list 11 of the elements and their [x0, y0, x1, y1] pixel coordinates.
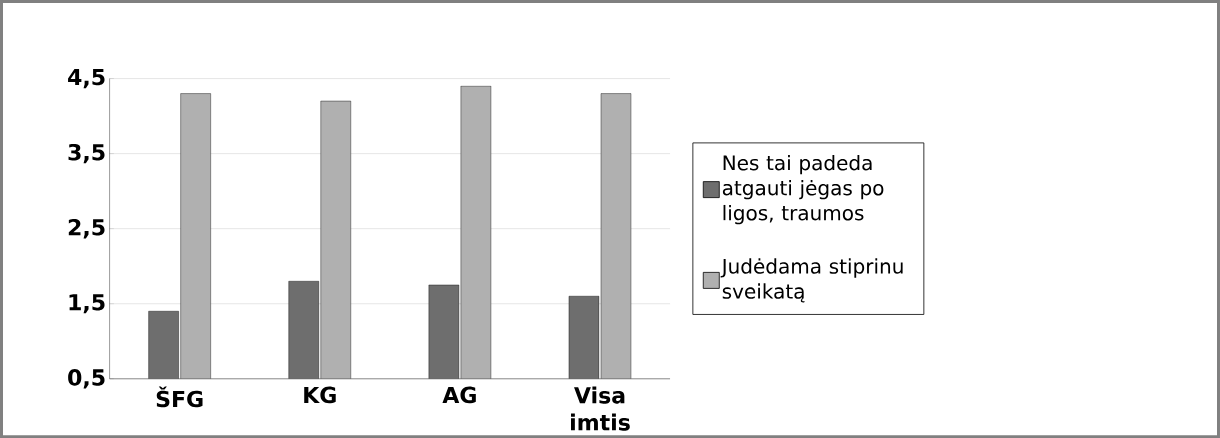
y-tick-label: 3,5 [68, 143, 105, 164]
y-tick-label: 1,5 [69, 293, 105, 314]
y-tick-label: 2,5 [68, 218, 105, 239]
x-tick-label: Visa imtis [571, 386, 630, 431]
y-tick-label: 4,5 [68, 68, 105, 88]
x-tick-label: ŠFG [156, 386, 203, 408]
x-tick-label: AG [442, 386, 476, 404]
legend-label: Judėdama stiprinu sveikatą [720, 258, 903, 303]
x-tick-label: KG [304, 386, 336, 404]
legend-label: Nes tai padeda atgauti jėgas po ligos, traumos [722, 154, 884, 225]
y-tick-label: 0,5 [68, 368, 105, 389]
